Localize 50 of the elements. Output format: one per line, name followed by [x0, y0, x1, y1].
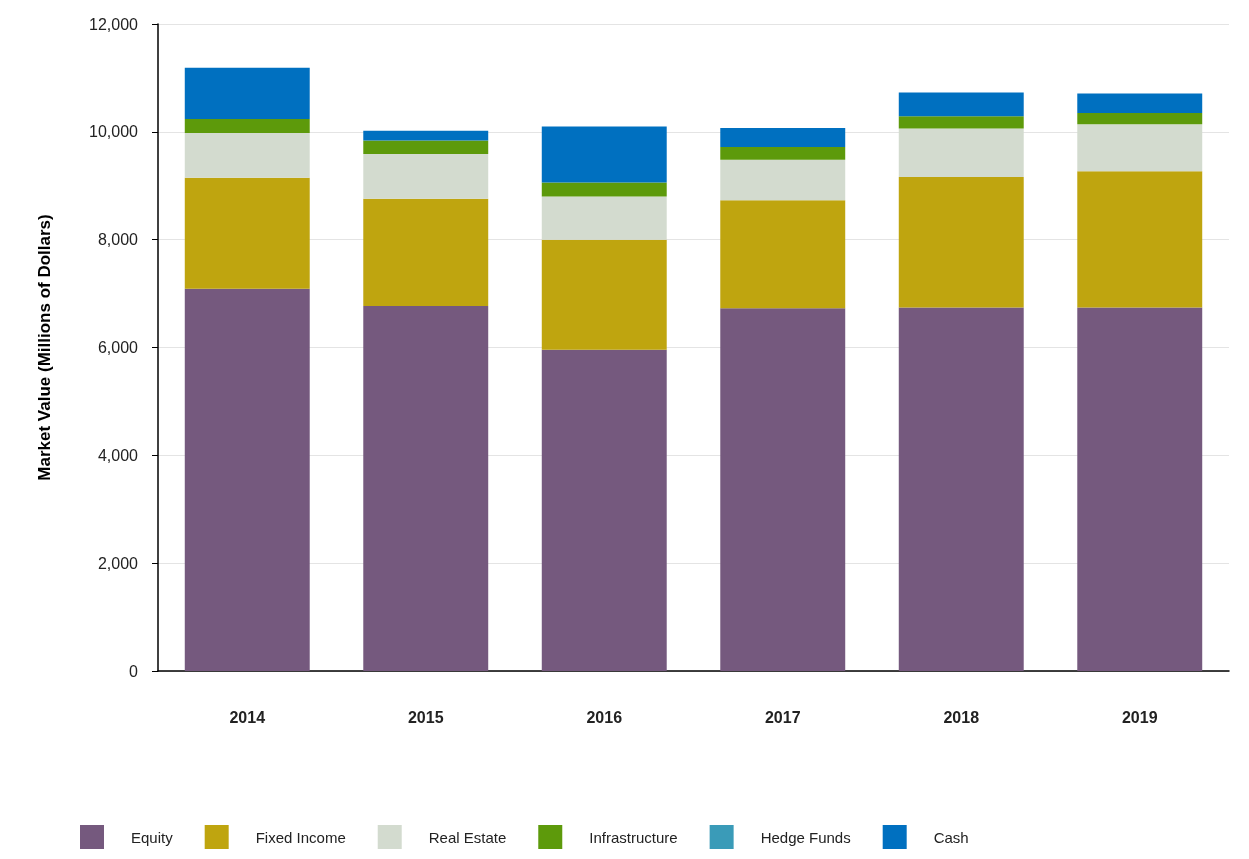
- bar: [720, 159, 846, 201]
- bar: [1077, 124, 1203, 172]
- bar: [363, 130, 489, 141]
- bar: [363, 198, 489, 306]
- bar: [898, 92, 1024, 117]
- bar: [1077, 307, 1203, 671]
- bar: [184, 132, 310, 178]
- bar: [363, 305, 489, 671]
- bar: [541, 196, 667, 240]
- x-tick-label: 2019: [1121, 708, 1158, 726]
- bar: [720, 308, 846, 671]
- y-tick-label: 4,000: [97, 446, 139, 464]
- y-tick-label: 6,000: [97, 339, 139, 356]
- bar: [184, 177, 310, 289]
- y-tick-label: 12,000: [89, 15, 139, 33]
- legend-label: Fixed Income: [255, 828, 346, 846]
- bar: [720, 200, 846, 309]
- x-tick-label: 2016: [586, 708, 623, 726]
- bar: [541, 126, 667, 183]
- bar: [363, 153, 489, 199]
- bar: [1077, 171, 1203, 308]
- legend-label: Real Estate: [428, 828, 507, 846]
- bar: [720, 128, 846, 147]
- y-tick-label: 10,000: [89, 123, 139, 141]
- bar: [184, 288, 310, 671]
- y-tick-label: 0: [129, 662, 139, 680]
- y-axis-title: Market Value (Millions of Dollars): [35, 214, 54, 481]
- bar: [720, 146, 846, 160]
- x-tick-label: 2017: [764, 708, 801, 726]
- legend-label: Infrastructure: [589, 828, 678, 846]
- bar: [541, 349, 667, 671]
- x-tick-label: 2014: [229, 708, 266, 726]
- bar: [1077, 112, 1203, 125]
- y-tick-label: 2,000: [97, 554, 139, 572]
- bar: [184, 67, 310, 119]
- bar: [898, 128, 1024, 178]
- x-tick-label: 2015: [407, 708, 444, 726]
- bar: [363, 140, 489, 154]
- bar: [184, 118, 310, 133]
- bar: [1077, 93, 1203, 113]
- bar: [541, 239, 667, 350]
- legend-label: Equity: [131, 828, 174, 846]
- legend-label: Hedge Funds: [760, 828, 851, 846]
- bar: [541, 182, 667, 197]
- legend-label: Cash: [933, 828, 969, 846]
- bar: [898, 116, 1024, 129]
- bar: [898, 177, 1024, 308]
- x-tick-label: 2018: [943, 708, 980, 726]
- y-tick-label: 8,000: [97, 231, 139, 249]
- bar: [898, 307, 1024, 671]
